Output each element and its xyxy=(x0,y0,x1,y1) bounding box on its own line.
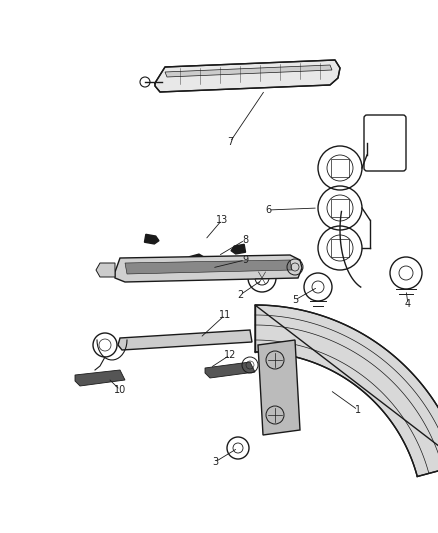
Polygon shape xyxy=(118,330,252,350)
Polygon shape xyxy=(75,370,125,386)
Polygon shape xyxy=(96,263,115,277)
Polygon shape xyxy=(205,362,255,378)
Text: 7: 7 xyxy=(227,137,233,147)
Text: 3: 3 xyxy=(212,457,218,467)
Text: 13: 13 xyxy=(216,215,228,225)
Text: 10: 10 xyxy=(114,385,126,395)
Polygon shape xyxy=(255,305,438,477)
Polygon shape xyxy=(189,254,204,264)
Text: 4: 4 xyxy=(405,299,411,309)
Text: 1: 1 xyxy=(355,405,361,415)
Polygon shape xyxy=(155,60,340,92)
Polygon shape xyxy=(115,255,302,282)
Polygon shape xyxy=(125,260,292,274)
Text: 2: 2 xyxy=(237,290,243,300)
Polygon shape xyxy=(231,244,246,254)
Polygon shape xyxy=(145,235,159,244)
Text: 5: 5 xyxy=(292,295,298,305)
Text: 9: 9 xyxy=(242,255,248,265)
Text: 8: 8 xyxy=(242,235,248,245)
Text: 6: 6 xyxy=(265,205,271,215)
Circle shape xyxy=(182,267,188,273)
Text: 12: 12 xyxy=(224,350,236,360)
Text: 11: 11 xyxy=(219,310,231,320)
Polygon shape xyxy=(165,65,332,77)
Polygon shape xyxy=(258,340,300,435)
